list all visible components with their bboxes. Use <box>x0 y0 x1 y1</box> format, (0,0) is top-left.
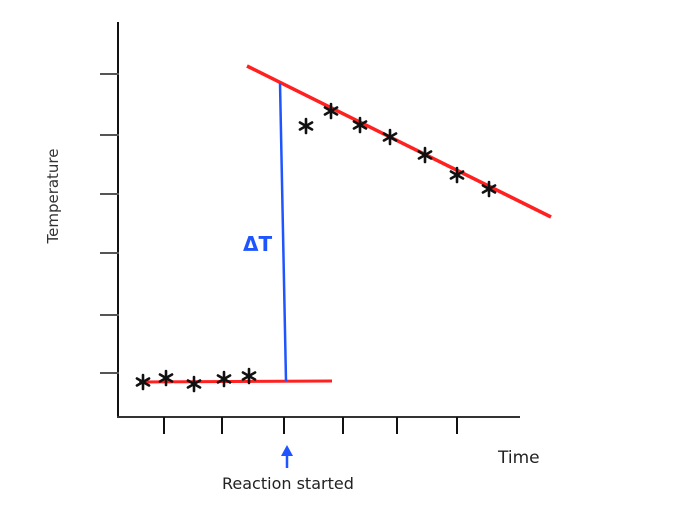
asterisk-marker <box>382 128 398 146</box>
x-axis-ticks <box>163 417 458 434</box>
asterisk-marker <box>481 180 497 198</box>
asterisk-marker <box>449 166 465 184</box>
y-axis-ticks <box>100 73 119 374</box>
arrow-up-icon <box>281 445 293 468</box>
baseline-fit-line <box>138 379 333 384</box>
asterisk-marker <box>216 370 232 388</box>
asterisk-marker <box>135 373 151 391</box>
asterisk-marker <box>241 367 257 385</box>
cooling-fit-line <box>246 64 552 219</box>
asterisk-marker <box>158 369 174 387</box>
data-points <box>135 102 497 393</box>
reaction-started-annotation: Reaction started <box>222 474 354 493</box>
delta-t-label: ΔT <box>243 232 273 256</box>
asterisk-marker <box>417 146 433 164</box>
asterisk-marker <box>186 375 202 393</box>
asterisk-marker <box>323 102 339 120</box>
asterisk-marker <box>352 116 368 134</box>
x-axis-label: Time <box>498 448 540 468</box>
delta-t-line <box>278 82 288 382</box>
asterisk-marker <box>298 117 314 135</box>
y-axis-label: Temperature <box>44 148 62 244</box>
